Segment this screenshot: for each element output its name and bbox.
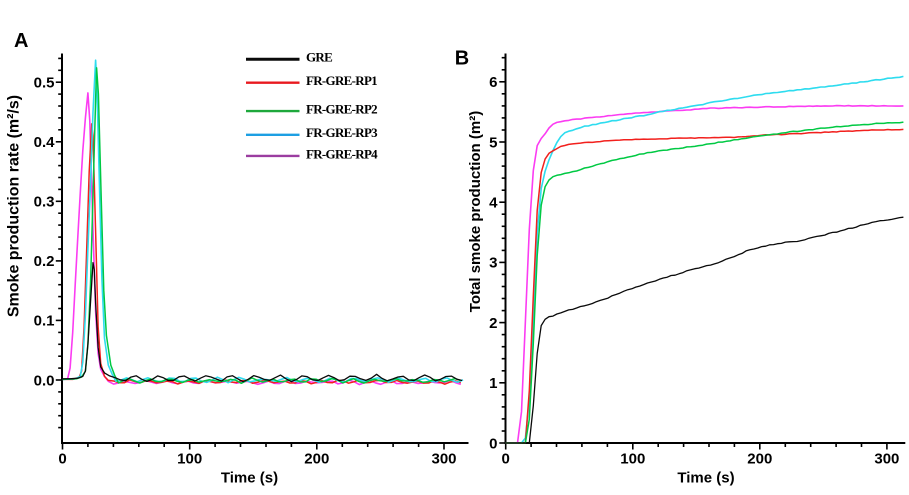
svg-text:0.5: 0.5 [34, 75, 55, 92]
svg-text:100: 100 [620, 451, 645, 468]
svg-text:6: 6 [489, 74, 497, 91]
svg-text:200: 200 [304, 451, 329, 468]
svg-text:Time (s): Time (s) [677, 470, 734, 487]
svg-text:Smoke production rate (m²/s): Smoke production rate (m²/s) [6, 95, 23, 317]
svg-text:2: 2 [489, 315, 497, 332]
svg-text:Total smoke production (m²): Total smoke production (m²) [467, 111, 484, 312]
svg-text:Time (s): Time (s) [221, 470, 278, 487]
svg-text:0.0: 0.0 [34, 372, 55, 389]
svg-text:B: B [455, 48, 469, 70]
svg-text:3: 3 [489, 255, 497, 272]
svg-text:100: 100 [177, 451, 202, 468]
svg-text:FR-GRE-RP3: FR-GRE-RP3 [306, 125, 378, 140]
svg-text:0.3: 0.3 [34, 194, 55, 211]
svg-text:GRE: GRE [306, 50, 332, 65]
svg-text:FR-GRE-RP2: FR-GRE-RP2 [306, 102, 377, 117]
svg-text:300: 300 [874, 451, 899, 468]
svg-text:FR-GRE-RP1: FR-GRE-RP1 [306, 73, 377, 88]
svg-text:0: 0 [502, 451, 510, 468]
svg-text:A: A [14, 30, 28, 52]
svg-text:4: 4 [489, 195, 498, 212]
svg-text:0: 0 [58, 451, 66, 468]
svg-text:300: 300 [431, 451, 456, 468]
svg-text:1: 1 [489, 375, 497, 392]
svg-text:0.2: 0.2 [34, 253, 55, 270]
svg-text:0.1: 0.1 [34, 313, 55, 330]
svg-text:0.4: 0.4 [34, 134, 56, 151]
svg-text:5: 5 [489, 134, 497, 151]
svg-text:0: 0 [489, 435, 497, 452]
svg-text:FR-GRE-RP4: FR-GRE-RP4 [306, 146, 378, 161]
svg-text:200: 200 [747, 451, 772, 468]
